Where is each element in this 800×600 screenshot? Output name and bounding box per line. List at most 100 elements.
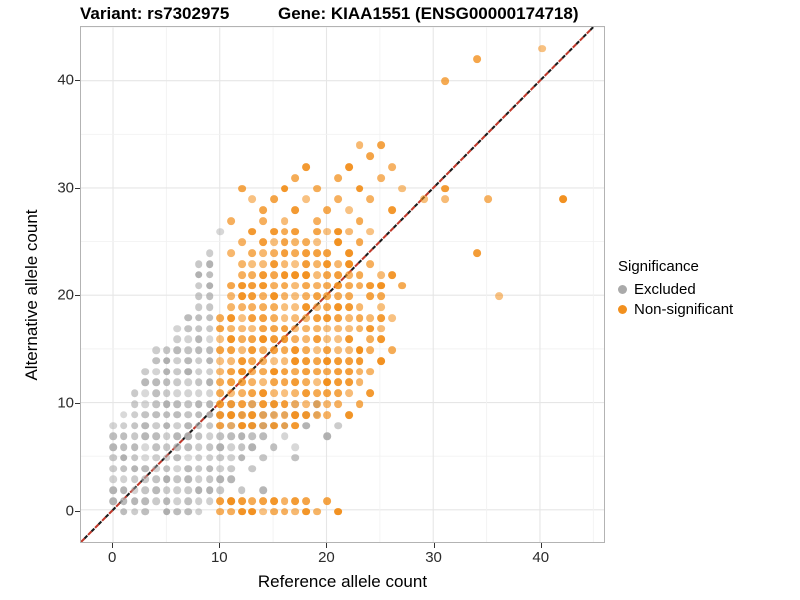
scatter-point: [184, 314, 192, 322]
x-tick-label: 30: [425, 549, 442, 566]
scatter-point: [377, 335, 385, 344]
scatter-point: [205, 389, 214, 397]
scatter-point: [344, 356, 353, 365]
scatter-point: [184, 464, 192, 473]
scatter-point: [184, 400, 192, 408]
scatter-point: [312, 303, 321, 311]
scatter-point: [366, 313, 375, 322]
scatter-point: [173, 443, 182, 451]
scatter-point: [259, 421, 268, 430]
scatter-point: [237, 410, 246, 419]
scatter-point: [248, 227, 257, 236]
scatter-point: [248, 367, 257, 376]
legend-item-excluded[interactable]: Excluded: [618, 279, 798, 299]
scatter-point: [291, 400, 300, 408]
scatter-point: [441, 195, 450, 204]
scatter-point: [162, 454, 171, 462]
scatter-point: [344, 313, 353, 322]
scatter-point: [312, 410, 321, 419]
scatter-point: [312, 184, 321, 193]
scatter-point: [216, 443, 225, 451]
scatter-point: [323, 335, 332, 344]
scatter-point: [323, 206, 332, 214]
scatter-point: [269, 421, 278, 430]
scatter-point: [173, 421, 182, 430]
scatter-point: [152, 421, 160, 430]
scatter-point: [334, 367, 343, 376]
scatter-point: [248, 195, 257, 204]
scatter-point: [366, 346, 375, 355]
scatter-point: [173, 346, 182, 354]
scatter-point: [216, 389, 225, 398]
scatter-point: [195, 421, 203, 430]
scatter-point: [344, 163, 353, 171]
x-tick-label: 10: [210, 549, 228, 566]
scatter-point: [280, 356, 289, 365]
scatter-point: [237, 421, 246, 430]
scatter-point: [195, 270, 203, 279]
scatter-point: [141, 497, 150, 505]
scatter-point: [227, 410, 235, 419]
scatter-point: [237, 260, 246, 268]
scatter-point: [259, 400, 268, 408]
scatter-point: [291, 507, 300, 516]
scatter-point: [302, 313, 310, 322]
scatter-point: [537, 44, 546, 53]
scatter-point: [195, 281, 203, 290]
scatter-point: [302, 335, 310, 344]
scatter-point: [120, 475, 128, 484]
scatter-point: [130, 432, 139, 441]
y-tick-mark: [75, 79, 80, 81]
scatter-point: [109, 475, 117, 484]
scatter-point: [162, 443, 171, 451]
scatter-point: [195, 346, 203, 354]
scatter-point: [387, 163, 396, 171]
scatter-point: [344, 378, 353, 387]
legend-item-non-significant[interactable]: Non-significant: [618, 299, 798, 319]
scatter-point: [269, 313, 278, 322]
scatter-point: [291, 173, 300, 182]
scatter-point: [291, 421, 300, 430]
scatter-point: [141, 367, 150, 376]
scatter-point: [184, 507, 192, 516]
y-tick-mark: [75, 187, 80, 189]
scatter-point: [344, 281, 353, 290]
scatter-point: [152, 357, 160, 365]
scatter-point: [291, 249, 300, 258]
scatter-point: [205, 292, 214, 301]
scatter-point: [248, 464, 257, 473]
scatter-point: [173, 507, 182, 516]
scatter-point: [280, 400, 289, 408]
scatter-point: [312, 292, 321, 301]
scatter-point: [355, 313, 364, 322]
scatter-point: [355, 270, 364, 279]
scatter-point: [291, 410, 300, 419]
scatter-point: [120, 486, 128, 494]
scatter-point: [269, 389, 278, 398]
scatter-point: [259, 238, 268, 247]
scatter-point: [302, 238, 310, 247]
scatter-point: [216, 507, 225, 516]
scatter-point: [184, 443, 192, 451]
scatter-point: [269, 292, 278, 301]
scatter-point: [291, 443, 300, 451]
y-axis-label: Alternative allele count: [22, 209, 41, 381]
scatter-point: [302, 356, 310, 365]
scatter-point: [291, 281, 300, 290]
scatter-point: [120, 507, 128, 516]
scatter-point: [162, 357, 171, 365]
scatter-point: [323, 378, 332, 387]
scatter-point: [269, 238, 278, 247]
scatter-point: [291, 346, 300, 355]
scatter-point: [237, 497, 246, 505]
scatter-point: [355, 303, 364, 311]
scatter-point: [227, 292, 235, 301]
scatter-point: [152, 497, 160, 505]
scatter-point: [269, 497, 278, 505]
scatter-point: [205, 270, 214, 279]
scatter-point: [248, 507, 257, 516]
scatter-point: [312, 270, 321, 279]
scatter-point: [269, 195, 278, 204]
scatter-point: [323, 270, 332, 279]
scatter-point: [227, 400, 235, 408]
